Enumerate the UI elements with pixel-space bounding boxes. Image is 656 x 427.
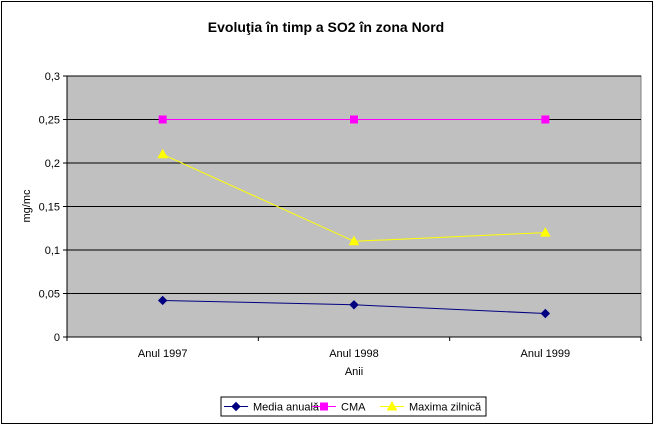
- series-layer: [157, 115, 551, 319]
- x-tick-label: Anul 1999: [521, 348, 571, 360]
- x-tick-label: Anul 1997: [138, 348, 188, 360]
- data-point: [158, 115, 167, 124]
- y-tick-label: 0,25: [39, 115, 60, 127]
- data-point: [540, 308, 551, 319]
- y-axis-tick-labels: 0 0,05 0,1 0,15 0,2 0,25 0,3: [39, 71, 641, 344]
- y-tick-label: 0,2: [45, 158, 60, 170]
- data-point: [348, 235, 360, 246]
- y-axis-label: mg/mc: [21, 189, 33, 223]
- x-axis-tick-labels: Anul 1997 Anul 1998 Anul 1999: [66, 337, 642, 360]
- y-tick-label: 0,1: [45, 245, 60, 257]
- y-tick-label: 0: [54, 332, 60, 344]
- legend-marker: [231, 401, 241, 412]
- legend-marker: [320, 402, 328, 411]
- legend-label: Maxima zilnică: [409, 402, 482, 414]
- y-tick-label: 0,3: [45, 71, 60, 83]
- x-axis-label: Anii: [345, 366, 363, 378]
- chart-legend: Media anuală CMA Maxima zilnică: [220, 396, 487, 417]
- data-point: [539, 227, 551, 237]
- chart-title: Evoluţia în timp a SO2 în zona Nord: [208, 19, 444, 35]
- data-point: [541, 115, 550, 124]
- legend-box: [220, 396, 487, 417]
- legend-label: Media anuală: [253, 402, 320, 414]
- legend-label: CMA: [341, 402, 366, 414]
- x-tick-label: Anul 1998: [329, 348, 379, 360]
- data-point: [349, 300, 359, 310]
- data-point: [350, 115, 358, 124]
- y-tick-label: 0,15: [39, 202, 60, 214]
- data-point: [157, 295, 168, 306]
- data-point: [157, 148, 169, 159]
- y-tick-label: 0,05: [39, 289, 60, 301]
- legend-marker: [386, 400, 398, 411]
